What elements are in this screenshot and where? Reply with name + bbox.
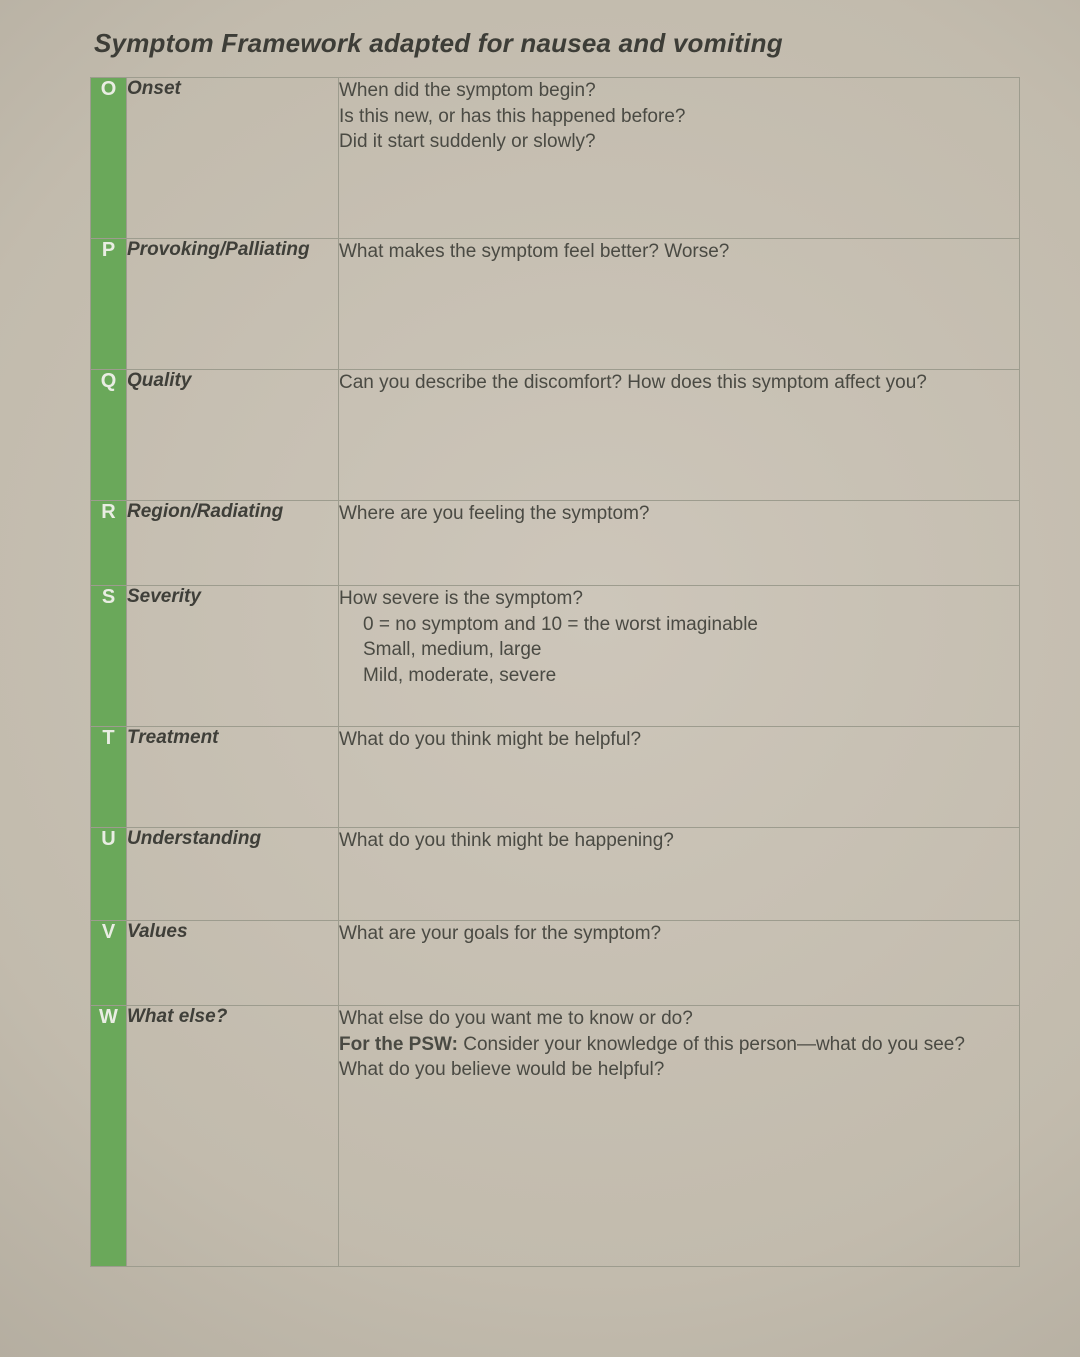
row-questions: What are your goals for the symptom? bbox=[339, 921, 1020, 1006]
framework-table: OOnsetWhen did the symptom begin?Is this… bbox=[90, 77, 1020, 1267]
table-row: VValuesWhat are your goals for the sympt… bbox=[91, 921, 1020, 1006]
table-row: WWhat else?What else do you want me to k… bbox=[91, 1006, 1020, 1267]
question-line: How severe is the symptom? bbox=[339, 586, 1019, 612]
question-line: Where are you feeling the symptom? bbox=[339, 501, 1019, 527]
question-line: What are your goals for the symptom? bbox=[339, 921, 1019, 947]
row-questions: How severe is the symptom?0 = no symptom… bbox=[339, 586, 1020, 727]
row-label: Treatment bbox=[127, 727, 339, 828]
row-letter: S bbox=[91, 586, 127, 727]
row-questions: Where are you feeling the symptom? bbox=[339, 501, 1020, 586]
question-line: For the PSW: Consider your knowledge of … bbox=[339, 1032, 1019, 1058]
row-questions: What do you think might be helpful? bbox=[339, 727, 1020, 828]
row-label: Onset bbox=[127, 78, 339, 239]
row-label: Understanding bbox=[127, 828, 339, 921]
row-letter: P bbox=[91, 239, 127, 370]
page: Symptom Framework adapted for nausea and… bbox=[0, 0, 1080, 1357]
question-line: Can you describe the discomfort? How doe… bbox=[339, 370, 1019, 396]
row-letter: W bbox=[91, 1006, 127, 1267]
question-bold-prefix: For the PSW: bbox=[339, 1034, 458, 1055]
row-letter: Q bbox=[91, 370, 127, 501]
row-label: Quality bbox=[127, 370, 339, 501]
table-row: RRegion/RadiatingWhere are you feeling t… bbox=[91, 501, 1020, 586]
table-row: SSeverityHow severe is the symptom?0 = n… bbox=[91, 586, 1020, 727]
table-row: OOnsetWhen did the symptom begin?Is this… bbox=[91, 78, 1020, 239]
question-text: Consider your knowledge of this person—w… bbox=[458, 1034, 965, 1055]
question-line: What do you believe would be helpful? bbox=[339, 1057, 1019, 1083]
row-questions: What makes the symptom feel better? Wors… bbox=[339, 239, 1020, 370]
row-questions: What else do you want me to know or do?F… bbox=[339, 1006, 1020, 1267]
table-row: PProvoking/PalliatingWhat makes the symp… bbox=[91, 239, 1020, 370]
row-letter: T bbox=[91, 727, 127, 828]
row-letter: O bbox=[91, 78, 127, 239]
row-questions: What do you think might be happening? bbox=[339, 828, 1020, 921]
row-label: Region/Radiating bbox=[127, 501, 339, 586]
question-line: 0 = no symptom and 10 = the worst imagin… bbox=[339, 612, 1019, 638]
table-row: TTreatmentWhat do you think might be hel… bbox=[91, 727, 1020, 828]
question-line: What makes the symptom feel better? Wors… bbox=[339, 239, 1019, 265]
row-label: What else? bbox=[127, 1006, 339, 1267]
question-line: Did it start suddenly or slowly? bbox=[339, 129, 1019, 155]
question-line: What else do you want me to know or do? bbox=[339, 1006, 1019, 1032]
question-line: What do you think might be helpful? bbox=[339, 727, 1019, 753]
page-title: Symptom Framework adapted for nausea and… bbox=[94, 28, 1020, 59]
question-line: What do you think might be happening? bbox=[339, 828, 1019, 854]
table-row: QQualityCan you describe the discomfort?… bbox=[91, 370, 1020, 501]
row-questions: When did the symptom begin?Is this new, … bbox=[339, 78, 1020, 239]
row-letter: R bbox=[91, 501, 127, 586]
row-questions: Can you describe the discomfort? How doe… bbox=[339, 370, 1020, 501]
row-label: Values bbox=[127, 921, 339, 1006]
table-row: UUnderstandingWhat do you think might be… bbox=[91, 828, 1020, 921]
question-line: Mild, moderate, severe bbox=[339, 663, 1019, 689]
question-line: When did the symptom begin? bbox=[339, 78, 1019, 104]
question-line: Small, medium, large bbox=[339, 637, 1019, 663]
row-label: Severity bbox=[127, 586, 339, 727]
question-line: Is this new, or has this happened before… bbox=[339, 104, 1019, 130]
row-letter: U bbox=[91, 828, 127, 921]
row-label: Provoking/Palliating bbox=[127, 239, 339, 370]
row-letter: V bbox=[91, 921, 127, 1006]
